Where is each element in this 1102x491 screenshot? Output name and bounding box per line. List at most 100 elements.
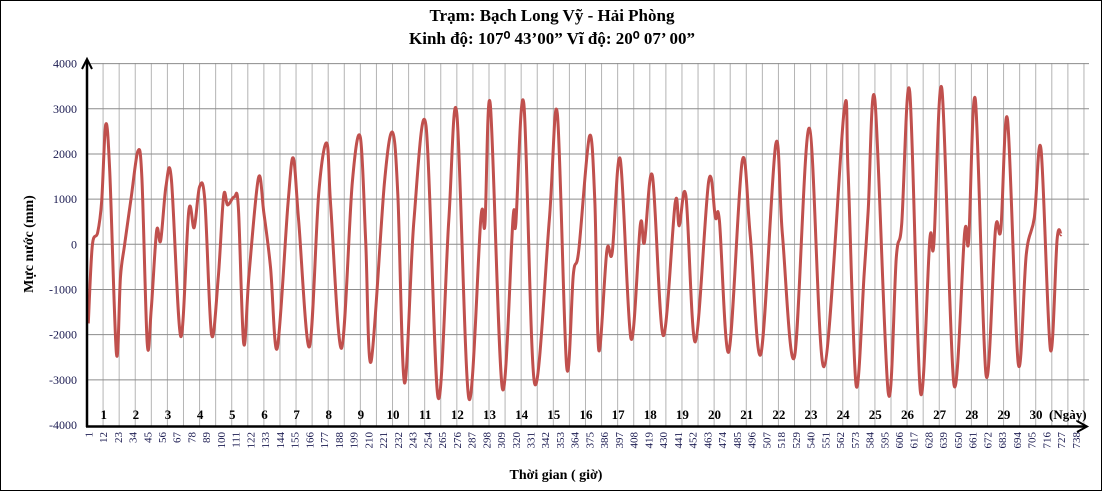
day-label: 28: [965, 407, 979, 422]
y-tick-label: -4000: [49, 418, 77, 432]
x-tick-label: 89: [201, 432, 213, 444]
day-unit-label: (Ngày): [1049, 407, 1087, 422]
day-label: 27: [933, 407, 947, 422]
x-tick-label: 463: [702, 432, 714, 449]
y-axis-label: Mực nước (mm): [22, 195, 37, 293]
x-tick-label: 1: [83, 432, 95, 438]
day-labels: 1 2 3 4 5 6 7 8 9 10 11 12 13 14 15 16 17 18 19 20 21 22 23 24 2…: [100, 407, 1042, 422]
x-tick-label: 397: [614, 432, 626, 449]
x-tick-label: 144: [275, 432, 287, 449]
x-tick-label: 518: [776, 432, 788, 449]
day-label: 16: [579, 407, 593, 422]
x-tick-label: 320: [511, 432, 523, 449]
day-label: 14: [515, 407, 529, 422]
x-tick-label: 540: [806, 432, 818, 449]
x-tick-label: 727: [1056, 432, 1068, 449]
x-tick-label: 408: [629, 432, 641, 449]
day-label: 8: [326, 407, 333, 422]
x-tick-label: 78: [186, 432, 198, 444]
x-tick-label: 45: [142, 432, 154, 444]
y-tick-label: -1000: [49, 282, 77, 296]
day-label: 22: [772, 407, 785, 422]
day-label: 24: [837, 407, 851, 422]
y-tick-label: -3000: [49, 373, 77, 387]
x-tick-label: 485: [732, 432, 744, 449]
y-tick-labels: 4000 3000 2000 1000 0 -1000 -2000 -3000 -4000: [49, 57, 77, 432]
x-tick-label: 243: [408, 432, 420, 449]
day-label: 7: [293, 407, 300, 422]
y-tick-label: 3000: [53, 102, 77, 116]
x-tick-label: 364: [570, 432, 582, 449]
y-tick-label: 2000: [53, 147, 77, 161]
x-tick-label: 23: [113, 432, 125, 444]
grid: [87, 63, 1089, 426]
x-tick-label: 738: [1071, 432, 1083, 449]
y-tick-label: 0: [71, 237, 77, 251]
day-label: 1: [100, 407, 107, 422]
x-tick-label: 441: [673, 432, 685, 449]
x-tick-label: 221: [378, 432, 390, 449]
day-label: 4: [197, 407, 204, 422]
day-label: 23: [805, 407, 819, 422]
x-tick-label: 67: [172, 432, 184, 444]
y-tick-label: -2000: [49, 328, 77, 342]
x-tick-label: 122: [245, 432, 257, 449]
series-line: [86, 84, 1063, 401]
x-tick-label: 705: [1027, 432, 1039, 449]
day-label: 21: [740, 407, 753, 422]
x-tick-label: 309: [496, 432, 508, 449]
x-tick-label: 474: [717, 432, 729, 449]
x-tick-label: 386: [599, 432, 611, 449]
x-tick-label: 111: [231, 432, 243, 448]
x-tick-label: 650: [953, 432, 965, 449]
day-label: 18: [644, 407, 658, 422]
y-axis-arrow: [81, 56, 93, 70]
day-label: 11: [419, 407, 431, 422]
x-tick-label: 232: [393, 432, 405, 449]
x-axis-label: Thời gian ( giờ): [510, 468, 603, 483]
day-label: 12: [451, 407, 464, 422]
day-label: 30: [1030, 407, 1043, 422]
x-tick-label: 331: [525, 432, 537, 449]
axes: [81, 56, 1090, 433]
y-tick-label: 4000: [53, 57, 77, 71]
x-tick-label: 507: [761, 432, 773, 449]
chart-title: Trạm: Bạch Long Vỹ - Hải Phòng: [430, 6, 675, 25]
x-tick-label: 166: [304, 432, 316, 449]
x-tick-label: 254: [422, 432, 434, 449]
x-tick-label: 716: [1041, 432, 1053, 449]
x-axis-arrow: [1076, 420, 1090, 433]
day-label: 5: [229, 407, 236, 422]
x-tick-label: 375: [584, 432, 596, 449]
x-tick-label: 56: [157, 432, 169, 444]
day-label: 29: [997, 407, 1011, 422]
x-tick-label: 298: [481, 432, 493, 449]
x-tick-label: 661: [968, 432, 980, 449]
x-tick-label: 12: [98, 432, 110, 443]
x-tick-label: 606: [894, 432, 906, 449]
x-tick-label: 155: [290, 432, 302, 449]
x-tick-label: 573: [850, 432, 862, 449]
x-tick-label: 672: [982, 432, 994, 449]
x-tick-label: 628: [923, 432, 935, 449]
day-label: 17: [612, 407, 626, 422]
x-tick-label: 276: [452, 432, 464, 449]
day-label: 25: [869, 407, 883, 422]
day-label: 9: [358, 407, 365, 422]
x-tick-label: 133: [260, 432, 272, 449]
x-tick-label: 430: [658, 432, 670, 449]
x-tick-label: 100: [216, 432, 228, 449]
x-tick-label: 287: [467, 432, 479, 449]
x-tick-label: 199: [349, 432, 361, 449]
x-tick-label: 617: [909, 432, 921, 449]
x-tick-label: 265: [437, 432, 449, 449]
y-tick-label: 1000: [53, 192, 77, 206]
x-tick-label: 419: [643, 432, 655, 449]
x-tick-label: 496: [747, 432, 759, 449]
x-tick-label: 529: [791, 432, 803, 449]
x-tick-label: 584: [865, 432, 877, 449]
day-label: 20: [708, 407, 721, 422]
day-label: 3: [165, 407, 172, 422]
